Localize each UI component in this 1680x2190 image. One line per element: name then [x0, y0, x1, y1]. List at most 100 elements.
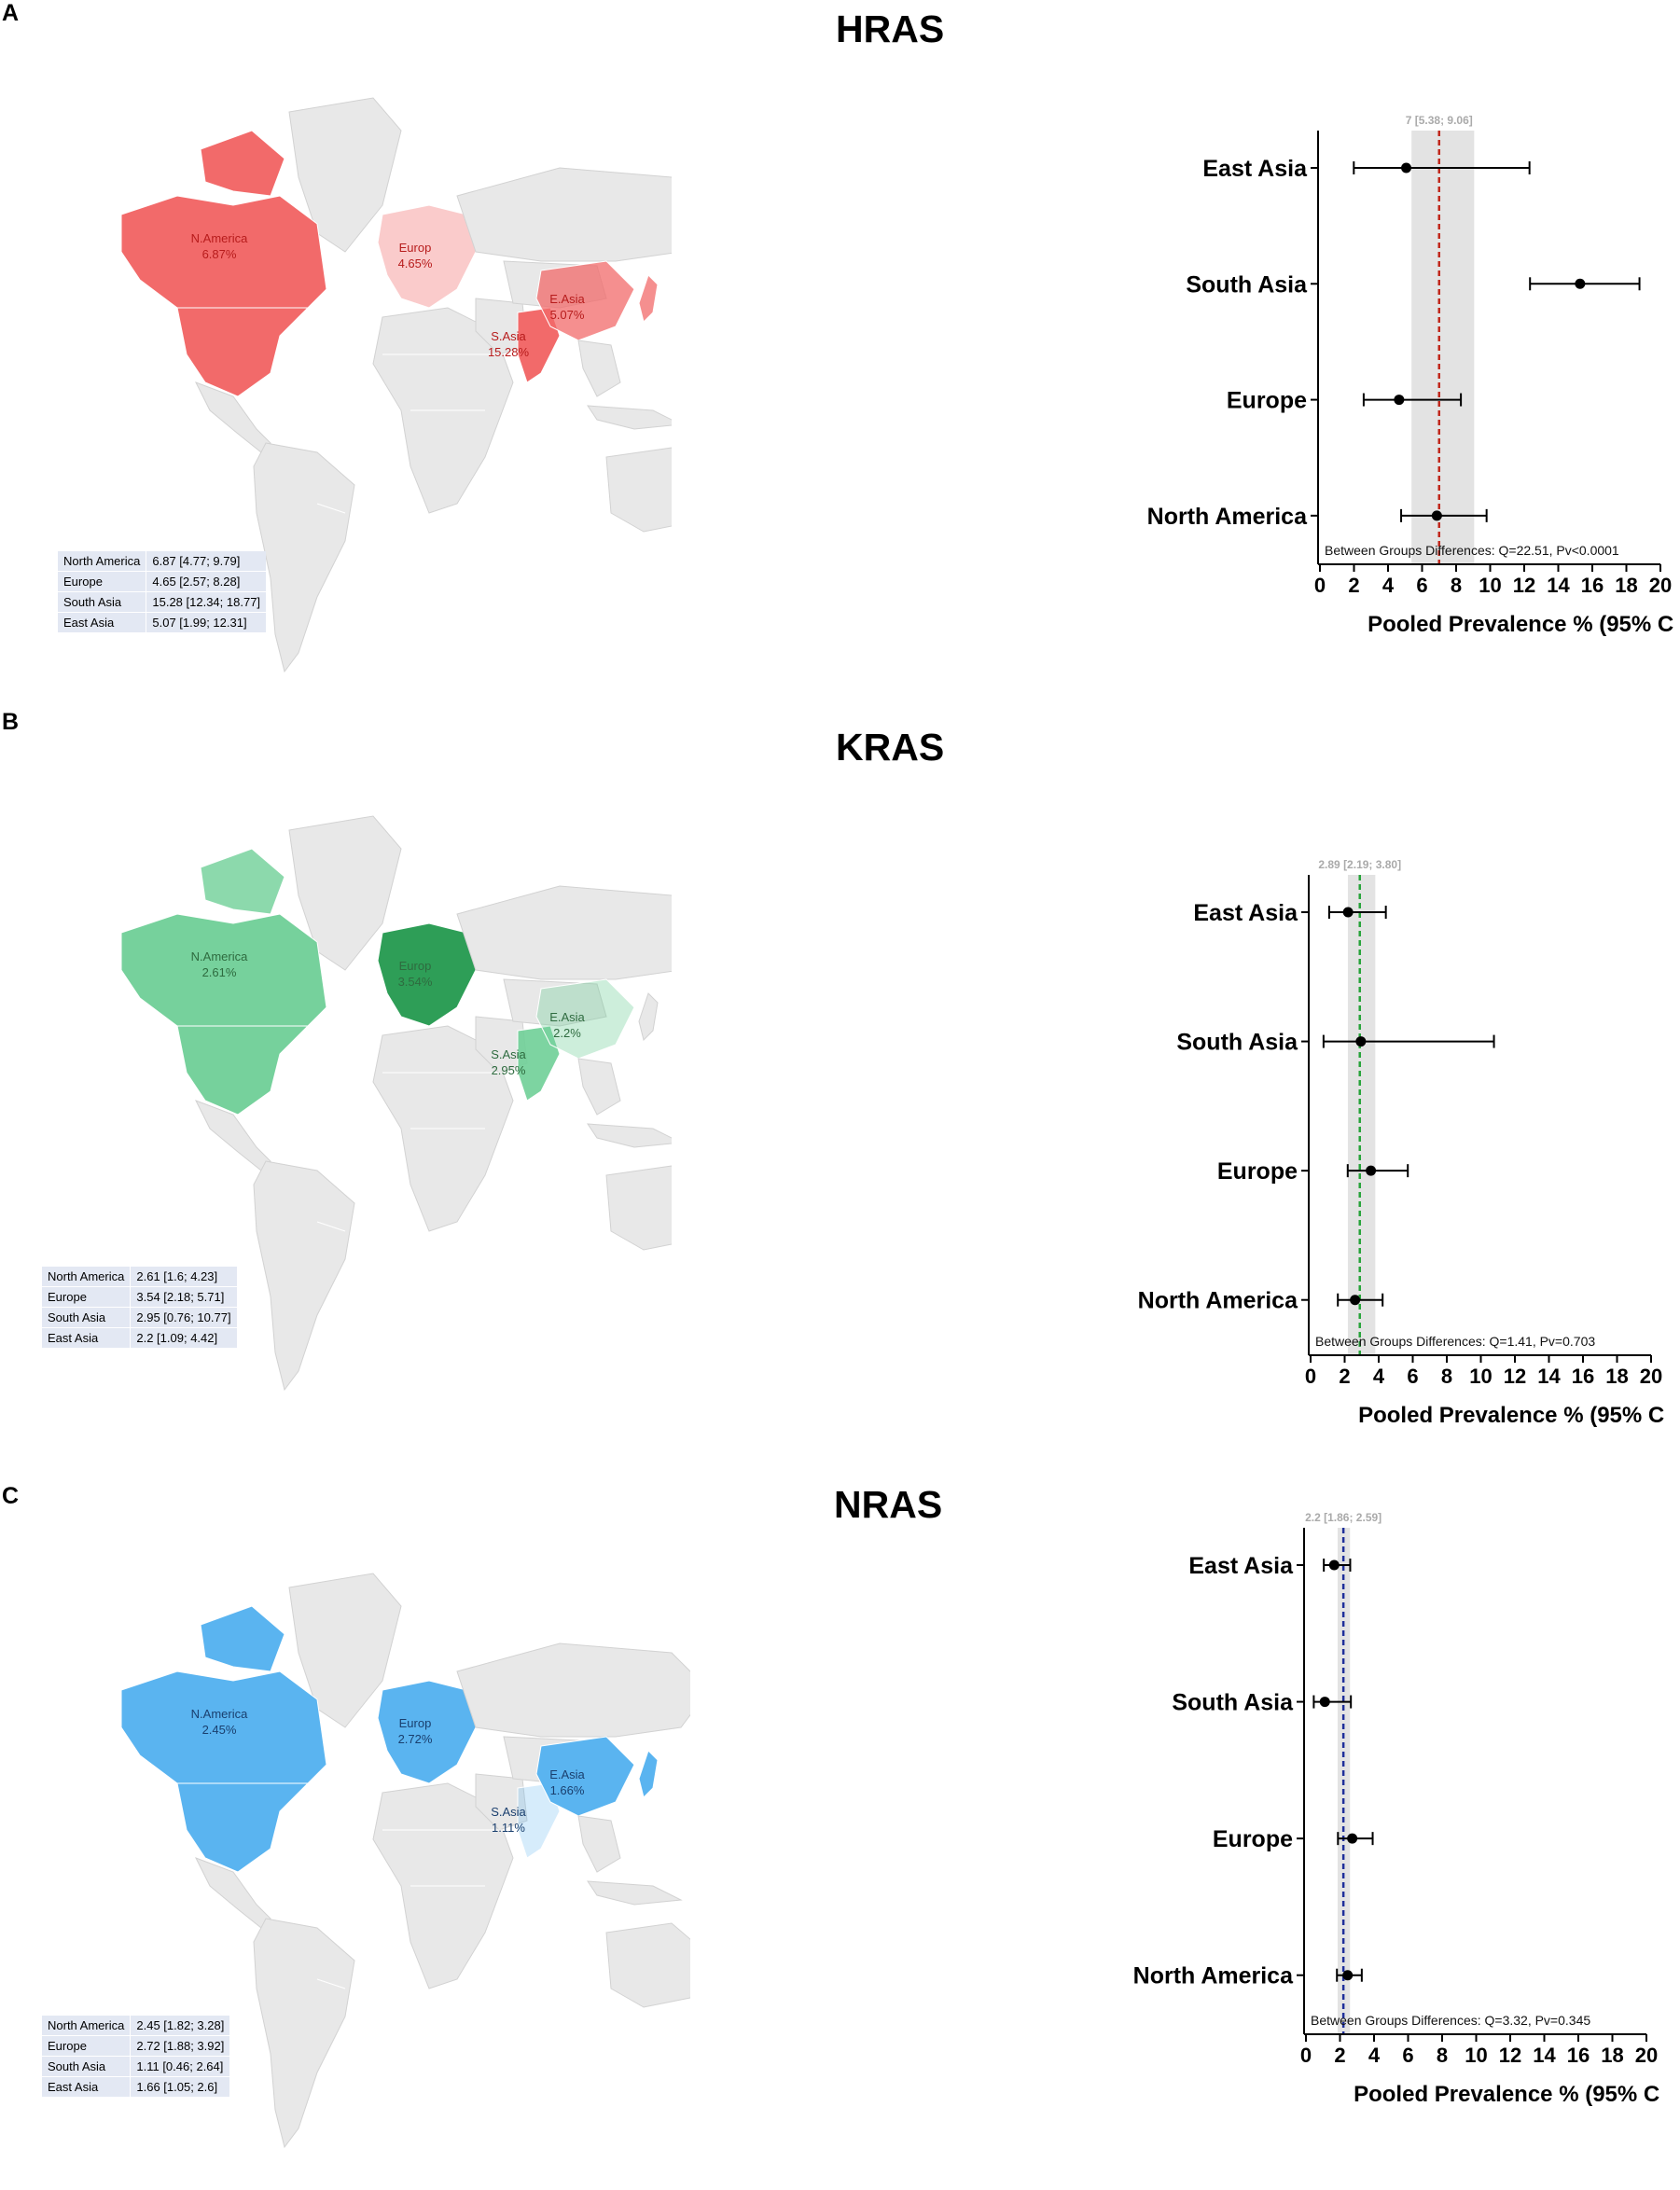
table-value: 2.61 [1.6; 4.23] [130, 1267, 237, 1287]
region-russia [456, 167, 672, 262]
x-tick-label: 2 [1334, 2044, 1345, 2067]
map-label-region: N.America [191, 231, 248, 245]
map-label-region: Europ [399, 241, 432, 255]
map-label-value: 2.61% [202, 965, 237, 979]
region-australia [605, 1922, 690, 2008]
region-seAsia [577, 1815, 621, 1873]
table-value: 1.66 [1.05; 2.6] [130, 2076, 230, 2098]
region-europe [377, 204, 477, 309]
region-australia [605, 1165, 672, 1251]
map-label-value: 4.65% [398, 256, 433, 270]
region-canadaNorth [200, 130, 285, 197]
category-label: South Asia [1186, 271, 1308, 298]
panel-b: B KRAS N.America 2.61% Europ 3.54% E.Asia 2.2… [0, 709, 1680, 1483]
category-label: East Asia [1188, 1553, 1294, 1579]
x-tick-label: 18 [1601, 2044, 1623, 2067]
estimate-point [1347, 1833, 1358, 1844]
region-greenland [288, 1573, 402, 1728]
x-tick-label: 4 [1382, 574, 1395, 597]
region-southAsia [517, 1025, 561, 1102]
category-label: North America [1138, 1288, 1298, 1314]
estimate-point [1401, 162, 1412, 173]
estimate-point [1366, 1165, 1377, 1176]
map-label-region: E.Asia [549, 292, 585, 306]
map-label-region: N.America [191, 949, 248, 963]
table-region: East Asia [42, 1327, 131, 1349]
estimate-point [1328, 1559, 1340, 1571]
region-eastAsia [535, 1736, 635, 1817]
table-region: Europe [42, 1286, 131, 1308]
x-tick-label: 2 [1339, 1365, 1350, 1388]
x-axis-label: Pooled Prevalence % (95% CI) [1368, 612, 1674, 637]
x-tick-label: 18 [1615, 574, 1637, 597]
region-japan [638, 274, 659, 323]
table-region: Europe [42, 2035, 131, 2057]
region-indonesia [587, 1123, 672, 1148]
table-value: 5.07 [1.99; 12.31] [146, 612, 267, 633]
between-groups-annotation: Between Groups Differences: Q=1.41, Pv=0… [1315, 1334, 1595, 1349]
estimate-point [1342, 907, 1354, 918]
region-eastAsia [535, 260, 635, 341]
table-value: 2.45 [1.82; 3.28] [130, 2016, 230, 2036]
category-label: North America [1147, 504, 1308, 530]
table-value: 1.11 [0.46; 2.64] [130, 2056, 230, 2077]
border-line [316, 503, 346, 514]
map-label-value: 6.87% [202, 247, 237, 261]
estimate-point [1350, 1295, 1361, 1306]
forest-plot: 2.2 [1.86; 2.59] 0 2 4 6 8 10 12 14 16 18 20 Pooled … [1133, 1511, 1660, 2107]
table-value: 15.28 [12.34; 18.77] [146, 591, 267, 613]
map-label-value: 1.66% [550, 1783, 585, 1797]
map-group: N.America 2.45% Europ 2.72% E.Asia 1.66% S.Asi… [120, 1573, 690, 2149]
table-region: South Asia [42, 2056, 131, 2077]
region-seAsia [577, 1058, 621, 1116]
region-northAmerica [120, 195, 327, 397]
x-tick-label: 10 [1469, 1365, 1492, 1388]
panel-a: A HRAS N.America 6.87% Europ 4.65% E.Asia 5.0… [0, 0, 1680, 709]
estimate-point [1575, 278, 1586, 289]
map-label-value: 15.28% [488, 345, 530, 359]
table-row: East Asia 2.2 [1.09; 4.42] [42, 1327, 237, 1349]
category-label: Europe [1227, 388, 1307, 414]
table-value: 2.72 [1.88; 3.92] [130, 2035, 230, 2057]
category-label: North America [1133, 1963, 1294, 1989]
region-indonesia [587, 1880, 683, 1906]
forest-plot: 2.89 [2.19; 3.80] 0 2 4 6 8 10 12 14 16 18 20 Pooled… [1138, 858, 1665, 1428]
x-axis-label: Pooled Prevalence % (95% CI) [1354, 2082, 1660, 2107]
map-label-value: 2.95% [492, 1063, 526, 1077]
table-value: 3.54 [2.18; 5.71] [130, 1286, 237, 1308]
region-canadaNorth [200, 1605, 285, 1672]
x-tick-label: 16 [1567, 2044, 1590, 2067]
table-row: North America 6.87 [4.77; 9.79] [58, 551, 267, 572]
estimate-point [1431, 510, 1442, 521]
x-tick-label: 8 [1451, 574, 1462, 597]
x-tick-label: 14 [1537, 1365, 1561, 1388]
region-greenland [288, 815, 402, 971]
region-greenland [288, 97, 402, 253]
region-indonesia [587, 405, 672, 430]
world-map: N.America 2.61% Europ 3.54% E.Asia 2.2% S.Asia… [120, 815, 672, 1392]
map-label-region: E.Asia [549, 1767, 585, 1781]
x-tick-label: 4 [1368, 2044, 1381, 2067]
region-southAmerica [253, 1160, 355, 1392]
table-row: Europe 3.54 [2.18; 5.71] [42, 1286, 237, 1308]
estimate-point [1355, 1036, 1367, 1047]
estimate-point [1342, 1970, 1354, 1981]
panel-letter: C [2, 1483, 20, 1509]
map-label-value: 3.54% [398, 975, 433, 989]
category-label: East Asia [1202, 156, 1308, 182]
map-group: N.America 2.61% Europ 3.54% E.Asia 2.2% S.Asia… [120, 815, 672, 1392]
pooled-label: 2.2 [1.86; 2.59] [1305, 1511, 1381, 1524]
x-tick-label: 14 [1547, 574, 1570, 597]
x-tick-label: 10 [1479, 574, 1501, 597]
x-axis-label: Pooled Prevalence % (95% CI) [1358, 1403, 1665, 1428]
region-japan [638, 1750, 659, 1798]
table-row: Europe 2.72 [1.88; 3.92] [42, 2035, 230, 2057]
x-tick-label: 6 [1407, 1365, 1418, 1388]
map-label-value: 2.2% [553, 1026, 581, 1040]
table-region: East Asia [58, 612, 146, 633]
region-southAmerica [253, 1918, 355, 2149]
table-row: East Asia 5.07 [1.99; 12.31] [58, 612, 267, 633]
region-canadaNorth [200, 848, 285, 915]
between-groups-annotation: Between Groups Differences: Q=3.32, Pv=0… [1311, 2013, 1590, 2028]
panel-letter: B [2, 709, 20, 735]
